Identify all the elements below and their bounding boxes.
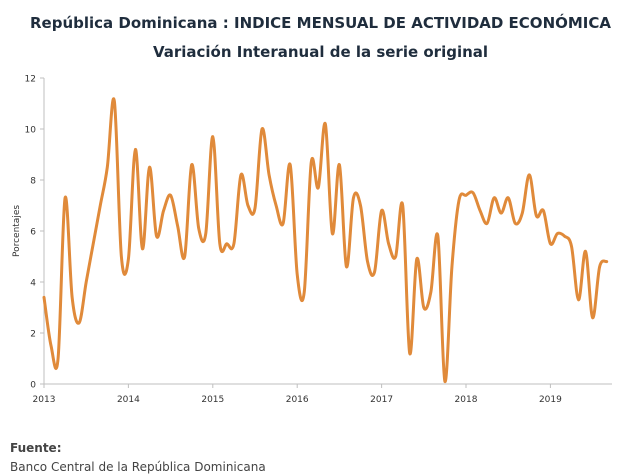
x-tick-label: 2017 [370,395,393,405]
line-chart: 0 2 4 6 8 10 12 2013 2014 2015 2016 2017 2018 2019 Por… [12,75,612,405]
y-tick-label: 12 [25,75,36,85]
chart-title: República Dominicana : INDICE MENSUAL DE… [30,14,611,32]
source-label: Fuente: [10,441,62,455]
x-tick-label: 2016 [286,395,309,405]
y-tick-label: 4 [30,279,36,289]
x-tick-label: 2014 [117,395,140,405]
x-tick-label: 2015 [201,395,224,405]
x-tick-label: 2018 [455,395,478,405]
y-tick-label: 8 [30,177,36,187]
y-tick-label: 2 [30,330,36,340]
x-tick-label: 2013 [33,395,56,405]
y-axis-label: Porcentajes [12,205,22,257]
series-line [42,97,609,383]
y-tick-label: 0 [30,381,36,391]
x-tick-label: 2019 [539,395,562,405]
y-tick-label: 10 [25,126,37,136]
y-tick-label: 6 [30,228,36,238]
chart-subtitle: Variación Interanual de la serie origina… [152,43,489,61]
source-text: Banco Central de la República Dominicana [10,460,266,474]
